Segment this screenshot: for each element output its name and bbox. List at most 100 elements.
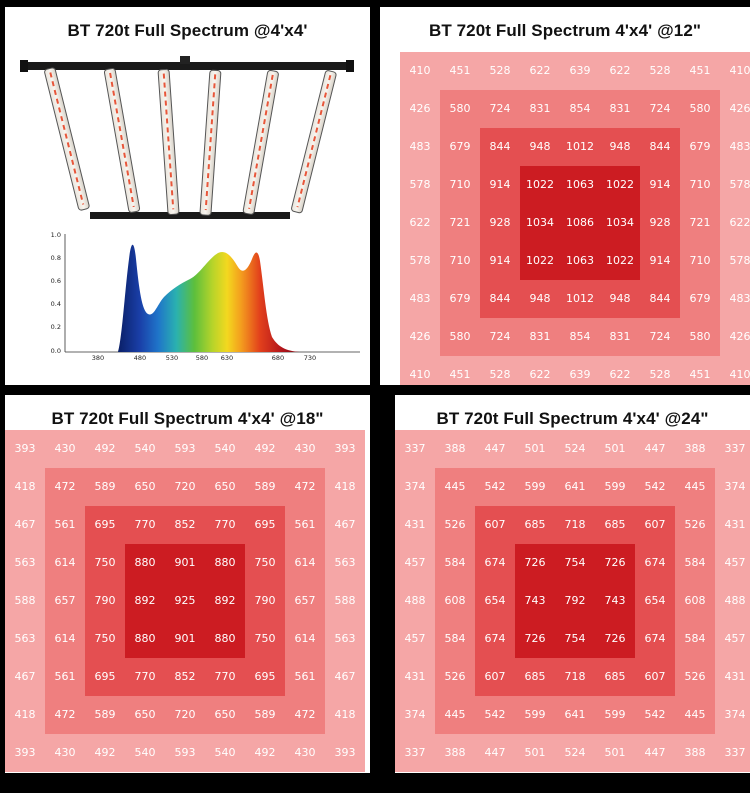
ppfd-value: 622 [529,64,551,77]
ppfd-value: 1034 [606,216,634,229]
ppfd-value: 337 [724,442,746,455]
ppfd-value: 580 [449,102,471,115]
ppfd-value: 695 [254,670,276,683]
ppfd-value: 599 [604,708,626,721]
ppfd-value: 770 [134,670,156,683]
ppfd-value: 542 [644,480,666,493]
x-tick: 630 [221,354,233,362]
ppfd-value: 1022 [606,254,634,267]
ppfd-value: 607 [644,670,666,683]
ppfd-grid: 410 451 528 622 639 622 528 451 410 426 580 724 831 8… [400,52,750,385]
ppfd-value: 418 [334,480,356,493]
ppfd-value: 854 [569,330,591,343]
ppfd-value: 472 [54,480,76,493]
ppfd-value: 524 [564,746,586,759]
ppfd-value: 589 [94,708,116,721]
y-tick: 0.6 [51,277,61,285]
ppfd-value: 589 [254,480,276,493]
ppfd-value: 472 [54,708,76,721]
ppfd-value: 388 [444,746,466,759]
ppfd-value: 1022 [526,254,554,267]
ppfd-value: 1012 [566,292,594,305]
ppfd-value: 501 [604,442,626,455]
ppfd-value: 880 [134,556,156,569]
y-tick: 0.4 [51,300,61,308]
ppfd-value: 472 [294,708,316,721]
ppfd-value: 580 [689,102,711,115]
ppfd-value: 447 [484,442,506,455]
ppfd-value: 388 [684,442,706,455]
ppfd-value: 685 [604,670,626,683]
ppfd-value: 914 [489,178,511,191]
ppfd-value: 750 [254,632,276,645]
panel-title: BT 720t Full Spectrum @4'x4' [67,21,308,40]
y-tick: 0.8 [51,254,61,262]
ppfd-value: 483 [729,140,750,153]
ppfd-panel-18in: BT 720t Full Spectrum 4'x4' @18" 393 430 4… [5,395,370,773]
ppfd-value: 492 [254,442,276,455]
ppfd-value: 467 [14,670,36,683]
ppfd-value: 584 [444,556,466,569]
ppfd-value: 754 [564,632,586,645]
ppfd-value: 430 [294,442,316,455]
ppfd-grid: 393 430 492 540 593 540 492 430 393 418 472 589 650 7… [5,430,365,772]
ppfd-value: 925 [174,594,196,607]
ppfd-value: 831 [609,102,631,115]
ppfd-value: 492 [94,442,116,455]
ppfd-value: 472 [294,480,316,493]
ppfd-value: 393 [14,442,36,455]
ppfd-value: 589 [94,480,116,493]
ppfd-value: 892 [134,594,156,607]
ppfd-value: 614 [54,556,76,569]
ppfd-value: 674 [644,632,666,645]
ppfd-value: 393 [334,746,356,759]
ppfd-value: 430 [54,442,76,455]
ppfd-value: 528 [489,368,511,381]
ppfd-value: 641 [564,480,586,493]
grow-light-illustration [20,56,354,219]
ppfd-value: 844 [489,140,511,153]
ppfd-value: 892 [214,594,236,607]
y-tick: 1.0 [51,231,61,239]
ppfd-value: 593 [174,746,196,759]
ppfd-value: 580 [689,330,711,343]
ppfd-value: 540 [134,442,156,455]
panel-title: BT 720t Full Spectrum 4'x4' @24" [436,409,709,428]
x-tick: 730 [304,354,316,362]
ppfd-value: 431 [724,670,746,683]
ppfd-value: 852 [174,518,196,531]
ppfd-value: 718 [564,670,586,683]
ppfd-value: 445 [444,708,466,721]
ppfd-value: 542 [484,708,506,721]
ppfd-value: 426 [729,330,750,343]
ppfd-value: 607 [484,670,506,683]
ppfd-value: 948 [529,140,551,153]
intensity-zone [520,166,640,280]
ppfd-value: 622 [609,64,631,77]
ppfd-value: 410 [729,64,750,77]
ppfd-value: 695 [94,670,116,683]
spectrum-curve [118,244,300,352]
ppfd-value: 488 [724,594,746,607]
panel-title: BT 720t Full Spectrum 4'x4' @12" [428,21,702,40]
ppfd-value: 608 [684,594,706,607]
ppfd-value: 451 [449,368,471,381]
ppfd-value: 641 [564,708,586,721]
ppfd-value: 467 [334,518,356,531]
ppfd-value: 914 [489,254,511,267]
ppfd-value: 790 [94,594,116,607]
ppfd-value: 743 [604,594,626,607]
ppfd-value: 724 [489,102,511,115]
ppfd-value: 743 [524,594,546,607]
ppfd-value: 451 [689,64,711,77]
ppfd-value: 447 [484,746,506,759]
ppfd-value: 901 [174,556,196,569]
ppfd-value: 447 [644,746,666,759]
ppfd-value: 1034 [526,216,554,229]
ppfd-value: 948 [609,292,631,305]
ppfd-value: 501 [524,442,546,455]
ppfd-value: 540 [134,746,156,759]
ppfd-value: 720 [174,708,196,721]
ppfd-value: 657 [54,594,76,607]
x-tick: 380 [92,354,104,362]
